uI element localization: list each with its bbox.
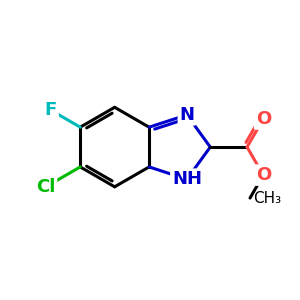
Text: F: F — [45, 101, 57, 119]
Text: O: O — [256, 110, 271, 128]
Text: CH₃: CH₃ — [253, 190, 281, 206]
Text: NH: NH — [172, 170, 202, 188]
Text: Cl: Cl — [36, 178, 56, 196]
Text: N: N — [179, 106, 194, 124]
Text: O: O — [256, 166, 271, 184]
